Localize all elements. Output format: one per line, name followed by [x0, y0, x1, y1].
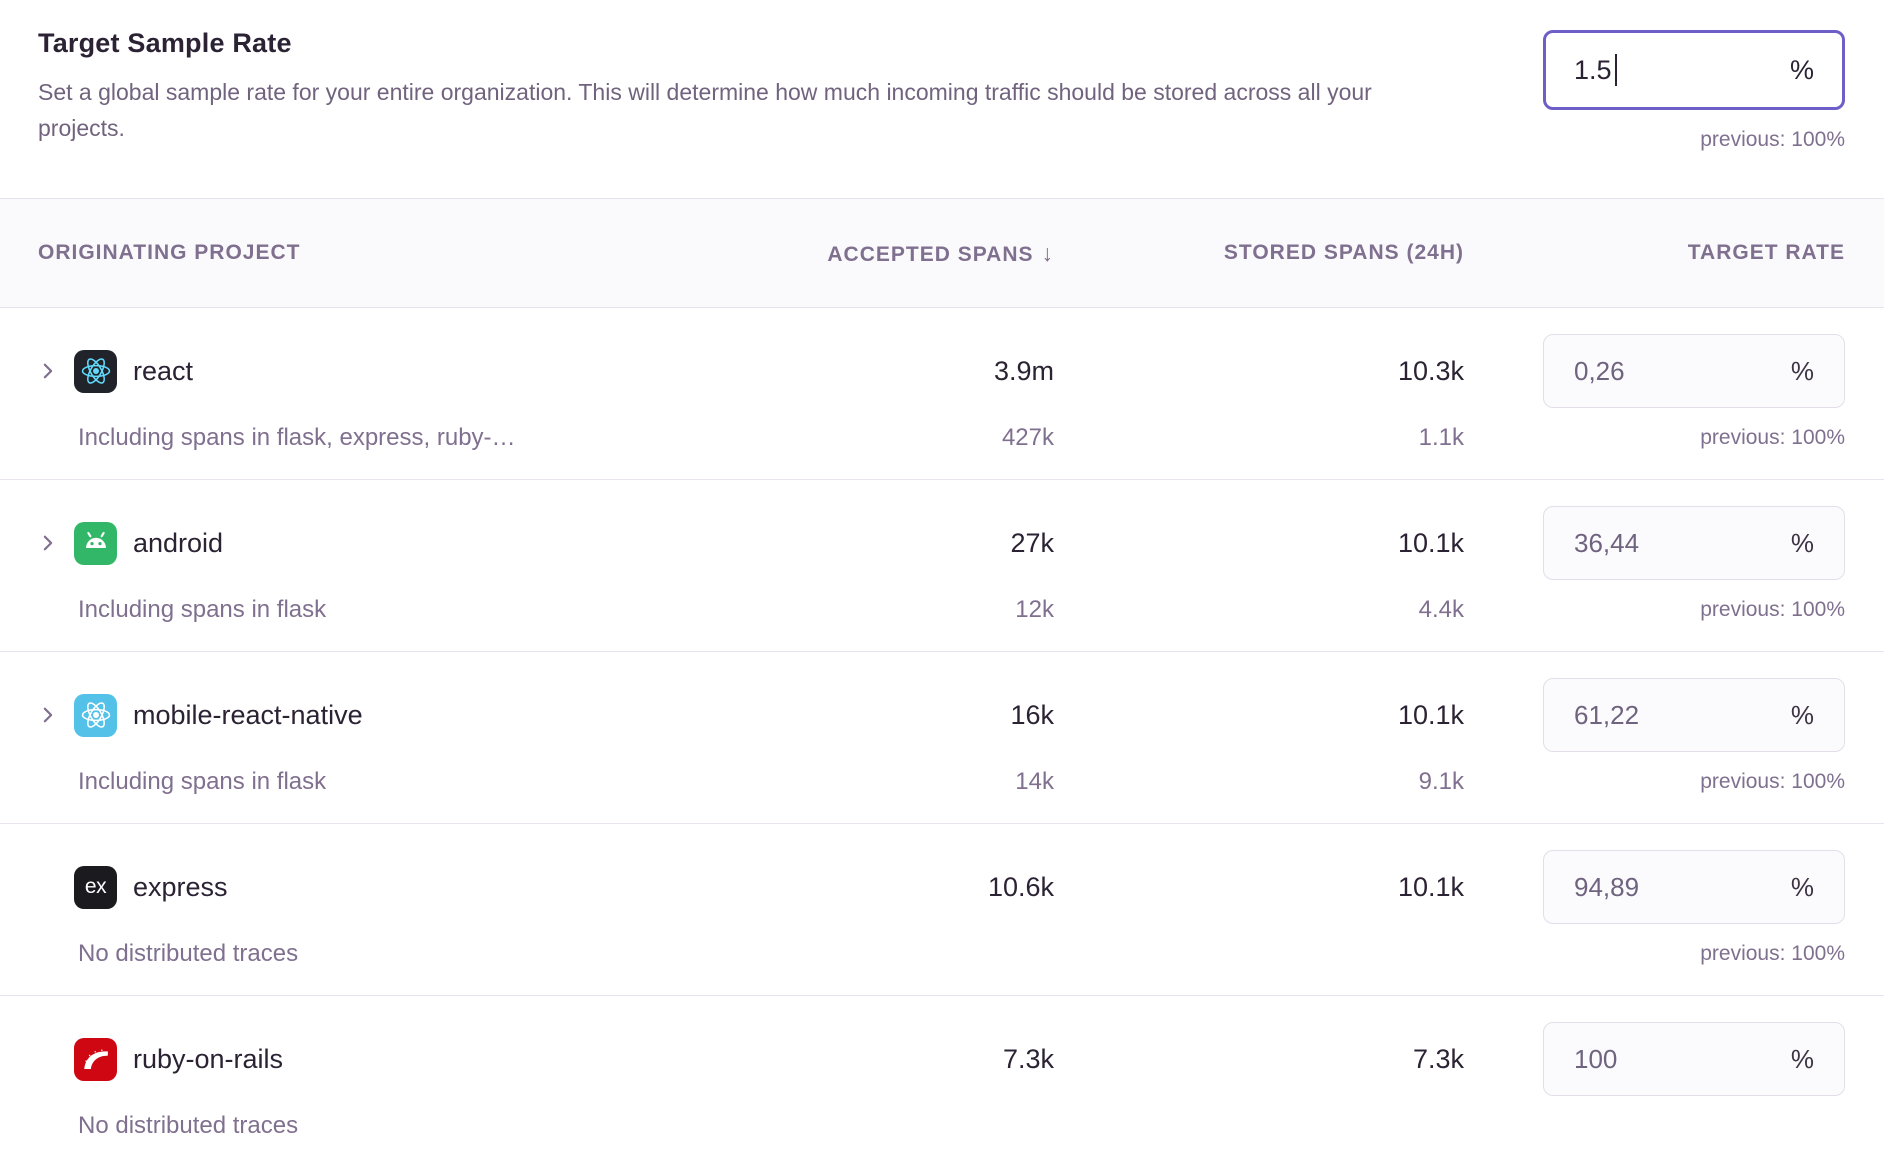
percent-sign: %	[1790, 1043, 1814, 1074]
accepted-spans-value: 27k	[1010, 527, 1054, 558]
global-rate-value: 1.5	[1574, 54, 1612, 85]
column-header-originating-project: ORIGINATING PROJECT	[38, 241, 301, 264]
accepted-spans-value: 7.3k	[1002, 1043, 1054, 1074]
target-rate-input[interactable]: 36,44 %	[1543, 506, 1845, 580]
distributed-traces-note: Including spans in flask, express, ruby-…	[78, 424, 516, 451]
project-name[interactable]: android	[133, 527, 224, 558]
global-sample-rate-input[interactable]: 1.5 %	[1543, 30, 1845, 110]
percent-sign: %	[1790, 527, 1814, 558]
target-rate-value: 100	[1574, 1043, 1618, 1074]
accepted-spans-value: 10.6k	[987, 871, 1054, 902]
stored-spans-value: 10.1k	[1397, 527, 1464, 558]
project-name[interactable]: mobile-react-native	[133, 699, 363, 730]
sub-stored-spans-value: 9.1k	[1418, 768, 1464, 795]
previous-rate-label: previous: 100%	[1700, 770, 1845, 793]
expand-chevron-icon[interactable]	[38, 705, 74, 725]
sub-accepted-spans-value: 12k	[1015, 596, 1054, 623]
sub-stored-spans-value: 4.4k	[1418, 596, 1464, 623]
column-header-accepted-spans[interactable]: ACCEPTED SPANS ↓	[827, 239, 1054, 266]
page-description: Set a global sample rate for your entire…	[38, 79, 1372, 141]
stored-spans-value: 10.1k	[1397, 699, 1464, 730]
page-title: Target Sample Rate	[38, 28, 292, 58]
target-rate-value: 94,89	[1574, 871, 1640, 902]
expand-chevron-icon[interactable]	[38, 361, 74, 381]
table-header: ORIGINATING PROJECT ACCEPTED SPANS ↓ STOR…	[0, 198, 1884, 308]
sub-accepted-spans-value: 427k	[1001, 424, 1054, 451]
table-row: android 27k 10.1k 36,44 % Including span…	[0, 480, 1884, 652]
table-row: ex express 10.6k 10.1k 94,89 % No distri…	[0, 824, 1884, 996]
android-icon	[74, 521, 117, 565]
percent-sign: %	[1789, 54, 1814, 85]
target-rate-value: 61,22	[1574, 699, 1640, 730]
target-sample-rate-section: Target Sample Rate Set a global sample r…	[0, 0, 1884, 198]
previous-rate-label: previous: 100%	[1700, 942, 1845, 965]
project-name[interactable]: ruby-on-rails	[133, 1043, 284, 1074]
expand-chevron-icon[interactable]	[38, 533, 74, 553]
table-row: mobile-react-native 16k 10.1k 61,22 % In…	[0, 652, 1884, 824]
sub-stored-spans-value: 1.1k	[1418, 424, 1464, 451]
previous-rate-label: previous: 100%	[1700, 426, 1845, 449]
column-header-target-rate: TARGET RATE	[1687, 241, 1845, 264]
distributed-traces-note: No distributed traces	[78, 940, 299, 967]
table-row: ruby-on-rails 7.3k 7.3k 100 % No distrib…	[0, 996, 1884, 1160]
percent-sign: %	[1790, 871, 1814, 902]
project-name[interactable]: react	[133, 355, 194, 386]
sort-descending-icon: ↓	[1041, 239, 1054, 266]
distributed-traces-note: Including spans in flask	[78, 596, 327, 623]
target-rate-value: 0,26	[1574, 355, 1625, 386]
previous-rate-label: previous: 100%	[1700, 128, 1845, 151]
react-native-icon	[74, 693, 117, 737]
project-name[interactable]: express	[133, 871, 228, 902]
express-icon: ex	[74, 865, 117, 909]
target-rate-input[interactable]: 94,89 %	[1543, 850, 1845, 924]
target-rate-value: 36,44	[1574, 527, 1640, 558]
accepted-spans-value: 16k	[1010, 699, 1054, 730]
previous-rate-label: previous: 100%	[1700, 598, 1845, 621]
stored-spans-value: 7.3k	[1412, 1043, 1464, 1074]
percent-sign: %	[1790, 699, 1814, 730]
text-cursor	[1614, 54, 1617, 86]
table-row: react 3.9m 10.3k 0,26 % Including spans …	[0, 308, 1884, 480]
distributed-traces-note: Including spans in flask	[78, 768, 327, 795]
accepted-spans-value: 3.9m	[993, 355, 1054, 386]
ruby-on-rails-icon	[74, 1037, 117, 1081]
target-rate-input[interactable]: 100 %	[1543, 1022, 1845, 1096]
percent-sign: %	[1790, 355, 1814, 386]
stored-spans-value: 10.3k	[1397, 355, 1464, 386]
distributed-traces-note: No distributed traces	[78, 1112, 299, 1139]
target-rate-input[interactable]: 61,22 %	[1543, 678, 1845, 752]
column-header-stored-spans[interactable]: STORED SPANS (24H)	[1223, 241, 1464, 264]
target-rate-input[interactable]: 0,26 %	[1543, 334, 1845, 408]
sub-accepted-spans-value: 14k	[1015, 768, 1054, 795]
react-icon	[74, 349, 117, 393]
stored-spans-value: 10.1k	[1397, 871, 1464, 902]
